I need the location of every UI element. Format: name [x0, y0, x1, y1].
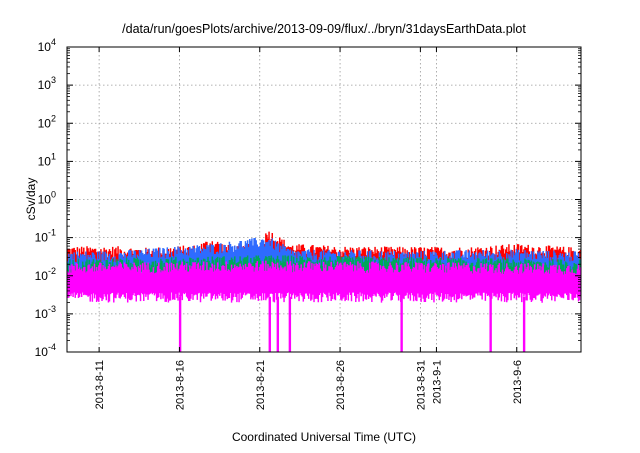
drop-spike — [178, 296, 182, 352]
drop-spike — [400, 296, 403, 352]
y-tick-label: 101 — [38, 151, 56, 168]
drop-spike — [268, 296, 271, 352]
y-tick-label: 10-4 — [35, 342, 56, 359]
x-tick-label: 2013-8-26 — [335, 360, 347, 410]
x-tick-label: 2013-8-11 — [94, 360, 106, 409]
series-layer — [67, 231, 582, 352]
x-tick-label: 2013-8-21 — [255, 360, 267, 410]
y-axis-label: cSv/day — [24, 178, 38, 221]
y-tick-label: 104 — [38, 37, 56, 54]
y-tick-label: 10-3 — [35, 304, 56, 321]
y-tick-label: 100 — [38, 190, 56, 207]
y-tick-label: 10-1 — [35, 228, 56, 245]
ticks: 2013-8-11 2013-8-16 2013-8-21 2013-8-26 2013… — [35, 37, 581, 410]
chart-title: /data/run/goesPlots/archive/2013-09-09/f… — [122, 22, 526, 36]
drop-spike — [288, 296, 292, 352]
drop-spike — [276, 296, 280, 352]
series-band — [67, 260, 582, 303]
grid — [67, 47, 581, 352]
y-tick-label: 103 — [38, 75, 56, 92]
x-axis-label: Coordinated Universal Time (UTC) — [232, 430, 416, 444]
drop-spike — [522, 296, 526, 352]
y-tick-label: 10-2 — [35, 266, 56, 283]
drop-spike — [489, 296, 492, 352]
x-tick-label: 2013-9-6 — [512, 360, 524, 404]
x-tick-label: 2013-8-16 — [174, 360, 186, 410]
series-3 — [67, 260, 582, 352]
x-tick-label: 2013-9-1 — [431, 360, 443, 404]
x-tick-label: 2013-8-31 — [415, 360, 427, 410]
y-tick-label: 102 — [38, 113, 56, 130]
